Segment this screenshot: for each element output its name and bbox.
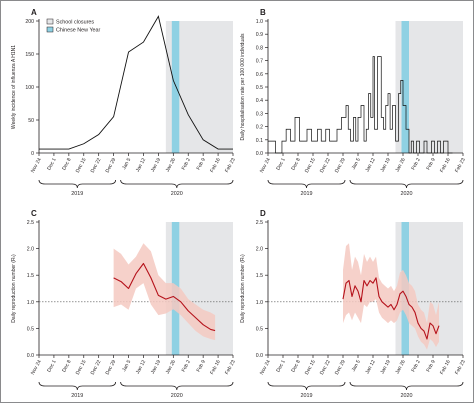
y-tick-label: 0.2 — [256, 125, 263, 131]
y-tick-label: 0.1 — [256, 138, 263, 144]
x-tick-label: Dec 1 — [275, 359, 287, 374]
confidence-band — [113, 243, 216, 341]
x-tick-label: Jan 5 — [121, 157, 132, 171]
x-tick-label: Dec 8 — [290, 157, 302, 172]
x-tick-label: Feb 2 — [181, 359, 192, 373]
y-tick-label: 0.5 — [27, 326, 34, 332]
year-label-2019: 2019 — [301, 191, 313, 197]
panel-letter: B — [260, 8, 266, 17]
y-tick-label: 50 — [28, 118, 34, 124]
legend-swatch-school-closures — [46, 18, 54, 25]
panel-letter: A — [31, 8, 37, 17]
y-tick-label: 0.3 — [256, 111, 263, 117]
y-tick-label: 0.5 — [256, 85, 263, 91]
rt-line — [113, 262, 216, 332]
y-axis-title: Daily hospitalisation rate per 100 000 i… — [240, 33, 246, 141]
y-tick-label: 2.5 — [27, 220, 34, 226]
x-tick-label: Dec 8 — [290, 359, 302, 374]
legend-label-chinese-new-year: Chinese New Year — [56, 28, 101, 34]
year-brace-2020 — [349, 179, 464, 189]
year-label-2019: 2019 — [71, 191, 83, 197]
year-brace-2019 — [38, 179, 117, 189]
y-axis-title: Daily reproduction number (Rₜ) — [11, 254, 17, 323]
x-tick-label: Feb 2 — [181, 157, 192, 171]
legend-swatch-chinese-new-year — [46, 26, 54, 33]
hospitalisation-line — [268, 56, 453, 154]
incidence-line — [39, 15, 233, 150]
x-tick-label: Feb 2 — [410, 359, 421, 373]
x-tick-label: Dec 1 — [46, 359, 58, 374]
x-tick-label: Dec 1 — [275, 157, 287, 172]
x-tick-label: Jan 5 — [351, 359, 362, 373]
year-brace-2020 — [120, 179, 234, 189]
y-tick-label: 1.0 — [256, 300, 263, 306]
y-axis-title: Weekly incidence of influenza A H1N1 — [11, 45, 17, 129]
y-tick-label: 0 — [31, 151, 34, 157]
y-tick-label: 1.5 — [27, 273, 34, 279]
legend: School closures Chinese New Year — [46, 18, 101, 34]
year-label-2020: 2020 — [171, 191, 183, 197]
x-tick-label: Feb 9 — [425, 359, 436, 373]
legend-label-school-closures: School closures — [56, 20, 94, 26]
y-tick-label: 100 — [25, 85, 34, 91]
x-tick-label: Dec 1 — [46, 157, 58, 172]
panel-b: B 0.0 0.1 0.2 0.3 0.4 0.5 0.6 0.7 0.8 0.9 1.0 Daily … — [240, 8, 467, 197]
panel-d: D 0.0 0.5 1.0 1.5 2.0 2.5 Daily reproduction nu… — [240, 209, 467, 399]
panel-letter: D — [260, 209, 266, 218]
year-label-2020: 2020 — [401, 191, 413, 197]
x-tick-label: Dec 8 — [61, 157, 73, 172]
y-tick-label: 0.8 — [256, 45, 263, 51]
chinese-new-year-band — [171, 21, 180, 153]
y-tick-label: 0.0 — [27, 353, 34, 359]
panels: A 0 50 100 150 200 Weekly incidence of influen… — [11, 8, 467, 399]
year-brace-2020 — [120, 381, 234, 391]
year-label-2019: 2019 — [301, 393, 313, 399]
x-tick-label: Dec 8 — [61, 359, 73, 374]
y-tick-label: 1.5 — [256, 273, 263, 279]
year-brace-2019 — [38, 381, 117, 391]
rt-line — [342, 277, 440, 340]
y-tick-label: 0.7 — [256, 59, 263, 65]
y-tick-label: 0.4 — [256, 98, 263, 104]
y-tick-label: 2.5 — [256, 220, 263, 226]
year-brace-2019 — [267, 179, 346, 189]
panel-letter: C — [31, 209, 37, 218]
year-label-2019: 2019 — [71, 393, 83, 399]
y-tick-label: 2.0 — [256, 247, 263, 253]
x-tick-label: Feb 2 — [410, 157, 421, 171]
confidence-band — [343, 243, 439, 350]
year-label-2020: 2020 — [401, 393, 413, 399]
y-tick-label: 0.0 — [256, 151, 263, 157]
panel-a: A 0 50 100 150 200 Weekly incidence of influen… — [11, 8, 237, 197]
x-tick-label: Feb 9 — [196, 157, 207, 171]
y-tick-label: 2.0 — [27, 247, 34, 253]
x-tick-label: Feb 9 — [196, 359, 207, 373]
panel-c: C 0.0 0.5 1.0 1.5 2.0 2.5 Daily reproduction nu… — [11, 209, 237, 399]
y-tick-label: 0.6 — [256, 72, 263, 78]
y-tick-label: 200 — [25, 19, 34, 25]
year-brace-2020 — [349, 381, 464, 391]
year-label-2020: 2020 — [171, 393, 183, 399]
y-tick-label: 0.9 — [256, 32, 263, 38]
x-tick-label: Jan 5 — [121, 359, 132, 373]
y-tick-label: 1.0 — [256, 19, 263, 25]
year-brace-2019 — [267, 381, 346, 391]
y-tick-label: 150 — [25, 52, 34, 58]
chinese-new-year-band — [401, 21, 409, 153]
x-tick-label: Jan 5 — [351, 157, 362, 171]
x-tick-label: Feb 9 — [425, 157, 436, 171]
y-tick-label: 0.0 — [256, 353, 263, 359]
y-tick-label: 1.0 — [27, 300, 34, 306]
y-axis-title: Daily reproduction number (Rₜ) — [240, 254, 246, 323]
y-tick-label: 0.5 — [256, 326, 263, 332]
